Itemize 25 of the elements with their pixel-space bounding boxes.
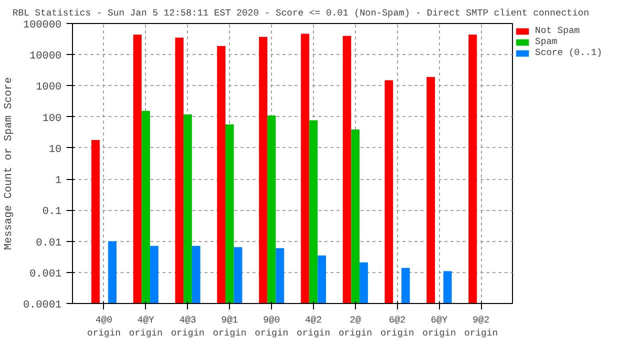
legend-label: Spam bbox=[535, 36, 558, 47]
chart-title: RBL Statistics - Sun Jan 5 12:58:11 EST 2020 - Score <= 0.01 (Non-Spam) - Direct SMTP client connection bbox=[12, 8, 590, 18]
y-tick-label: 10000 bbox=[30, 50, 62, 63]
x-tick-label: 4@3 origin bbox=[170, 314, 205, 339]
y-tick-label: 1000 bbox=[36, 82, 62, 94]
y-tick-label: 100 bbox=[42, 112, 62, 125]
y-tick-label: 0.1 bbox=[42, 206, 62, 218]
y-tick-label: 0.01 bbox=[36, 237, 62, 250]
y-tick-label: 0.001 bbox=[30, 268, 62, 280]
y-tick-label: 1 bbox=[55, 175, 62, 188]
x-tick-label: 6@Y origin bbox=[422, 314, 456, 339]
x-tick-label: 6@2 origin bbox=[380, 314, 414, 339]
x-tick-label: 9@2 origin bbox=[464, 314, 498, 339]
y-axis-title: Message Count or Spam Score bbox=[3, 77, 16, 250]
x-tick-label: 2@ origin bbox=[338, 314, 372, 339]
x-tick-label: 9@1 origin bbox=[212, 314, 246, 339]
x-tick-label: 4@2 origin bbox=[296, 314, 330, 339]
legend-label: Score (0..1) bbox=[535, 47, 602, 58]
x-tick-label: 4@0 origin bbox=[87, 314, 121, 339]
x-tick-label: 9@0 origin bbox=[254, 314, 288, 339]
x-tick-label: 4@Y origin bbox=[129, 314, 163, 339]
y-tick-label: 0.0001 bbox=[23, 300, 62, 312]
y-tick-label: 100000 bbox=[23, 20, 62, 32]
legend-label: Not Spam bbox=[535, 25, 580, 36]
y-tick-label: 10 bbox=[48, 144, 62, 156]
